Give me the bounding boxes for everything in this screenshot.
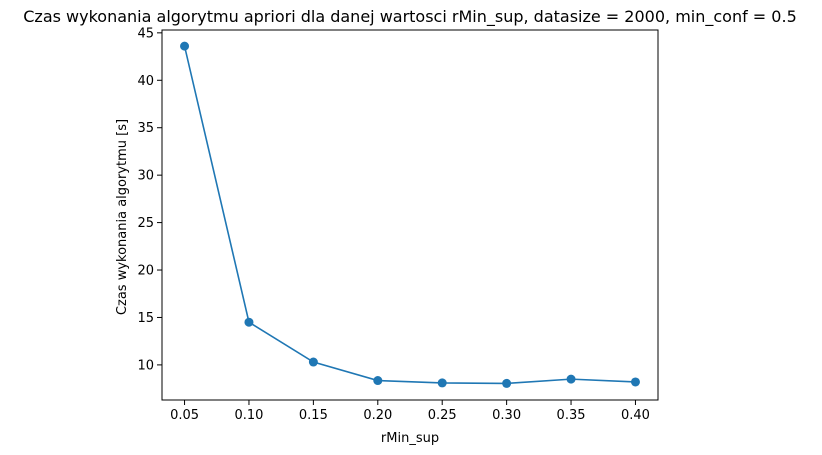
data-point <box>630 377 640 387</box>
x-tick-label: 0.40 <box>621 408 650 423</box>
y-tick-label: 25 <box>137 216 154 231</box>
x-tick-label: 0.10 <box>234 408 263 423</box>
x-tick-label: 0.15 <box>299 408 328 423</box>
data-point <box>373 376 383 386</box>
data-point <box>180 41 190 51</box>
x-tick-label: 0.20 <box>363 408 392 423</box>
y-tick-label: 20 <box>137 264 154 279</box>
x-axis-label: rMin_sup <box>381 431 439 446</box>
y-tick-label: 40 <box>137 74 154 89</box>
data-point <box>566 374 576 384</box>
y-tick-label: 10 <box>137 358 154 373</box>
x-tick-label: 0.25 <box>428 408 457 423</box>
y-axis-label: Czas wykonania algorytmu [s] <box>115 119 130 315</box>
x-tick-label: 0.30 <box>492 408 521 423</box>
y-tick-label: 15 <box>137 311 154 326</box>
data-point <box>308 357 318 367</box>
y-tick-label: 35 <box>137 121 154 136</box>
x-tick-label: 0.05 <box>170 408 199 423</box>
series-line <box>183 45 636 385</box>
data-point <box>502 378 512 388</box>
y-tick-label: 30 <box>137 169 154 184</box>
data-point <box>244 317 254 327</box>
data-point <box>437 378 447 388</box>
chart-title: Czas wykonania algorytmu apriori dla dan… <box>23 7 797 27</box>
y-tick-label: 45 <box>137 26 154 41</box>
plot-frame <box>161 29 659 401</box>
x-tick-label: 0.35 <box>557 408 586 423</box>
